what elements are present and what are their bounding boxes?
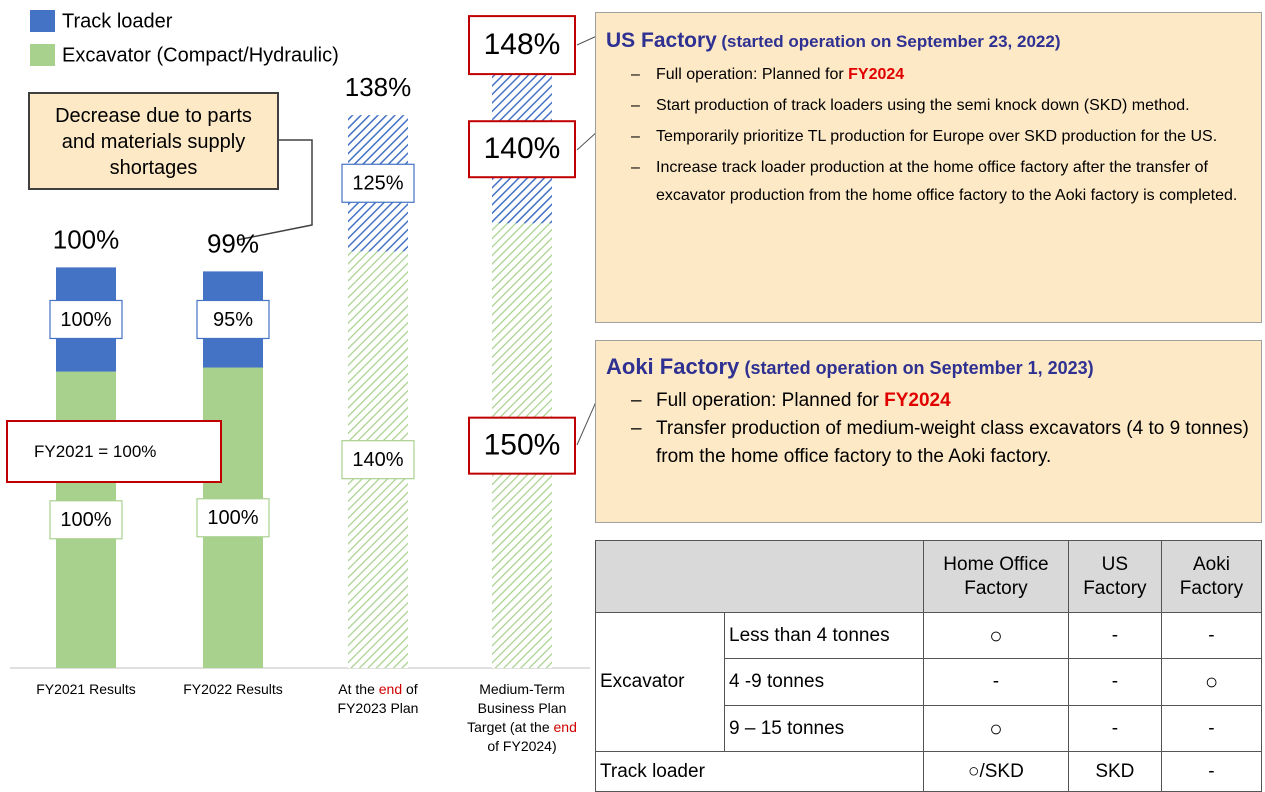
segment-label: 100% <box>60 309 111 331</box>
total-label-box <box>468 15 576 76</box>
cell: SKD <box>1067 751 1162 792</box>
segment-label-box <box>468 416 576 475</box>
segment-label-box <box>196 498 270 538</box>
legend-label: Excavator (Compact/Hydraulic) <box>62 44 339 66</box>
cell: - <box>1067 658 1162 706</box>
group-cell: Excavator <box>595 611 725 753</box>
segment-label-box <box>468 120 576 179</box>
sub-cell: 9 – 15 tonnes <box>724 704 924 753</box>
cell: ○/SKD <box>923 751 1069 792</box>
total-label: 100% <box>53 224 120 254</box>
cell: ○ <box>1160 658 1263 706</box>
cell: - <box>1160 704 1263 753</box>
sub-cell: Less than 4 tonnes <box>724 611 924 660</box>
cell: ○ <box>923 611 1069 660</box>
total-label: 138% <box>345 72 412 102</box>
bullet-list: Full operation: Planned for FY2024Transf… <box>606 387 1251 471</box>
x-tick-label: At the end of FY2023 Plan <box>337 681 419 716</box>
annotation: FY2021 = 100% <box>6 420 222 483</box>
bullet: Full operation: Planned for FY2024 <box>606 61 1251 89</box>
segment-label-box <box>341 163 415 203</box>
callout-line <box>236 139 313 241</box>
total-label: 99% <box>207 228 259 258</box>
panel-subtitle: (started operation on September 1, 2023) <box>744 358 1094 378</box>
cell: - <box>1160 751 1263 792</box>
us-panel: US Factory (started operation on Septemb… <box>595 12 1262 323</box>
group-cell: Track loader <box>595 751 924 792</box>
segment-label-box <box>341 440 415 480</box>
panel-subtitle: (started operation on September 23, 2022… <box>721 32 1061 51</box>
bullet-list: Full operation: Planned for FY2024 Start … <box>606 61 1251 210</box>
bullet: Increase track loader production at the … <box>606 154 1251 210</box>
aoki-panel: Aoki Factory (started operation on Septe… <box>595 340 1262 523</box>
cell: ○ <box>923 704 1069 753</box>
segment-label: 125% <box>352 173 403 195</box>
segment-label: 150% <box>484 429 561 462</box>
panel-title: US Factory <box>606 29 717 52</box>
header-cell <box>595 540 924 613</box>
segment-label: 100% <box>60 509 111 531</box>
bullet: Start production of track loaders using … <box>606 92 1251 120</box>
panel-title: Aoki Factory <box>606 354 740 379</box>
segment-label: 100% <box>207 507 258 529</box>
legend-swatch <box>30 10 55 32</box>
bullet: Transfer production of medium-weight cla… <box>606 415 1251 471</box>
x-tick-label: Medium-Term Business Plan Target (at the… <box>467 681 577 754</box>
total-label: 148% <box>484 28 561 61</box>
cell: - <box>923 658 1069 706</box>
segment-label-box <box>49 299 123 340</box>
segment-label: 95% <box>213 309 253 331</box>
legend-label: Track loader <box>62 10 173 32</box>
header-cell: US Factory <box>1067 540 1162 613</box>
factory-table: Home Office Factory US Factory Aoki Fact… <box>595 540 1263 792</box>
segment-label-box <box>196 299 270 340</box>
header-cell: Aoki Factory <box>1160 540 1263 613</box>
x-tick-label: FY2022 Results <box>183 681 283 697</box>
bullet: Full operation: Planned for FY2024 <box>606 387 1251 415</box>
segment-label: 140% <box>352 449 403 471</box>
header-cell: Home Office Factory <box>923 540 1069 613</box>
x-tick-label: FY2021 Results <box>36 681 136 697</box>
sub-cell: 4 -9 tonnes <box>724 658 924 706</box>
bullet: Temporarily prioritize TL production for… <box>606 123 1251 151</box>
annotation: Decrease due to parts and materials supp… <box>28 92 279 190</box>
cell: - <box>1067 611 1162 660</box>
legend-swatch <box>30 44 55 66</box>
cell: - <box>1067 704 1162 753</box>
segment-label-box <box>49 500 123 540</box>
segment-label: 140% <box>484 132 561 165</box>
cell: - <box>1160 611 1263 660</box>
